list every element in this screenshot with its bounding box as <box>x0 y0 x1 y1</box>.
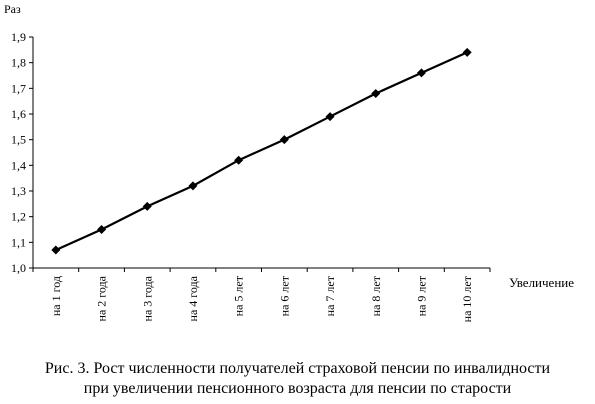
chart-axes <box>29 36 491 272</box>
x-tick-label: на 4 года <box>186 275 200 321</box>
y-tick-label: 1,9 <box>11 30 26 44</box>
x-tick-label: на 3 года <box>140 275 154 321</box>
x-tick-label: на 5 лет <box>232 275 246 316</box>
y-axis-label: Раз <box>4 2 21 16</box>
y-tick-label: 1,8 <box>11 56 26 70</box>
figure-caption-line-2: при увеличении пенсионного возраста для … <box>83 380 512 397</box>
x-tick-label: на 2 года <box>95 275 109 321</box>
data-point-marker <box>97 225 107 234</box>
series-markers <box>51 47 472 255</box>
series-line <box>55 51 468 252</box>
x-axis-label: Увеличение <box>509 275 575 290</box>
x-tick-label: на 9 лет <box>414 275 428 316</box>
y-tick-label: 1,5 <box>11 133 26 147</box>
series-polyline <box>55 51 468 252</box>
x-tick-label: на 10 лет <box>460 275 474 322</box>
data-point-marker <box>188 181 198 191</box>
data-point-marker <box>416 68 426 78</box>
data-point-marker <box>234 155 244 165</box>
data-point-marker <box>279 135 289 145</box>
y-tick-label: 1,7 <box>11 81 26 95</box>
x-tick-label: на 1 год <box>49 276 63 316</box>
y-tick-label: 1,6 <box>11 107 26 121</box>
x-tick-labels: на 1 год на 2 года на 3 года на 4 года на 5 … <box>49 275 474 322</box>
data-point-marker <box>462 47 472 57</box>
line-chart: 1,01,11,21,31,41,51,61,71,81,9 на 1 год н… <box>11 30 491 322</box>
data-point-marker <box>142 201 152 211</box>
x-tick-label: на 8 лет <box>369 275 383 316</box>
figure-caption-line-1: Рис. 3. Рост численности получателей стр… <box>44 360 551 377</box>
data-point-marker <box>51 245 61 255</box>
y-tick-labels: 1,0 1,1 1,2 1,3 1,4 1,5 1,6 1,7 1,8 1,9 <box>11 30 26 275</box>
y-tick-label: 1,2 <box>11 210 26 224</box>
y-tick-label: 1,1 <box>11 235 26 249</box>
y-tick-label: 1,0 <box>11 261 26 275</box>
x-tick-label: на 7 лет <box>323 275 337 316</box>
data-point-marker <box>325 112 335 122</box>
data-point-marker <box>371 88 381 98</box>
y-tick-label: 1,3 <box>11 184 26 198</box>
y-tick-label: 1,4 <box>11 158 26 172</box>
x-tick-label: на 6 лет <box>277 275 291 316</box>
